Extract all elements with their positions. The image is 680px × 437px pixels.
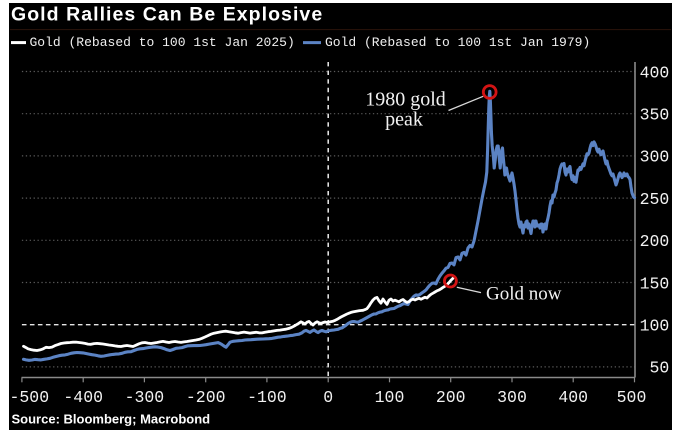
- svg-text:-100: -100: [247, 388, 287, 407]
- svg-text:Gold (Rebased to 100 1st Jan 1: Gold (Rebased to 100 1st Jan 1979): [325, 35, 590, 50]
- svg-text:Gold Rallies Can Be Explosive: Gold Rallies Can Be Explosive: [11, 3, 323, 25]
- svg-text:200: 200: [436, 388, 466, 407]
- svg-text:50: 50: [649, 359, 669, 378]
- svg-text:200: 200: [640, 232, 670, 251]
- svg-text:Gold now: Gold now: [486, 284, 562, 305]
- svg-text:-200: -200: [186, 388, 226, 407]
- svg-text:300: 300: [640, 148, 670, 167]
- svg-text:100: 100: [640, 317, 670, 336]
- svg-text:300: 300: [497, 388, 527, 407]
- svg-text:350: 350: [640, 106, 670, 125]
- svg-text:500: 500: [617, 388, 647, 407]
- svg-text:-400: -400: [63, 388, 103, 407]
- svg-text:400: 400: [640, 63, 670, 82]
- svg-text:0: 0: [323, 388, 333, 407]
- svg-text:-500: -500: [10, 388, 50, 407]
- svg-text:-300: -300: [125, 388, 165, 407]
- svg-text:100: 100: [375, 388, 405, 407]
- svg-text:150: 150: [640, 274, 670, 293]
- svg-text:Gold (Rebased to 100 1st Jan 2: Gold (Rebased to 100 1st Jan 2025): [30, 35, 295, 50]
- svg-text:Source: Bloomberg; Macrobond: Source: Bloomberg; Macrobond: [12, 411, 211, 426]
- svg-text:1980 gold: 1980 gold: [365, 89, 446, 111]
- svg-text:250: 250: [640, 190, 670, 209]
- svg-text:400: 400: [558, 388, 588, 407]
- svg-text:peak: peak: [385, 109, 423, 131]
